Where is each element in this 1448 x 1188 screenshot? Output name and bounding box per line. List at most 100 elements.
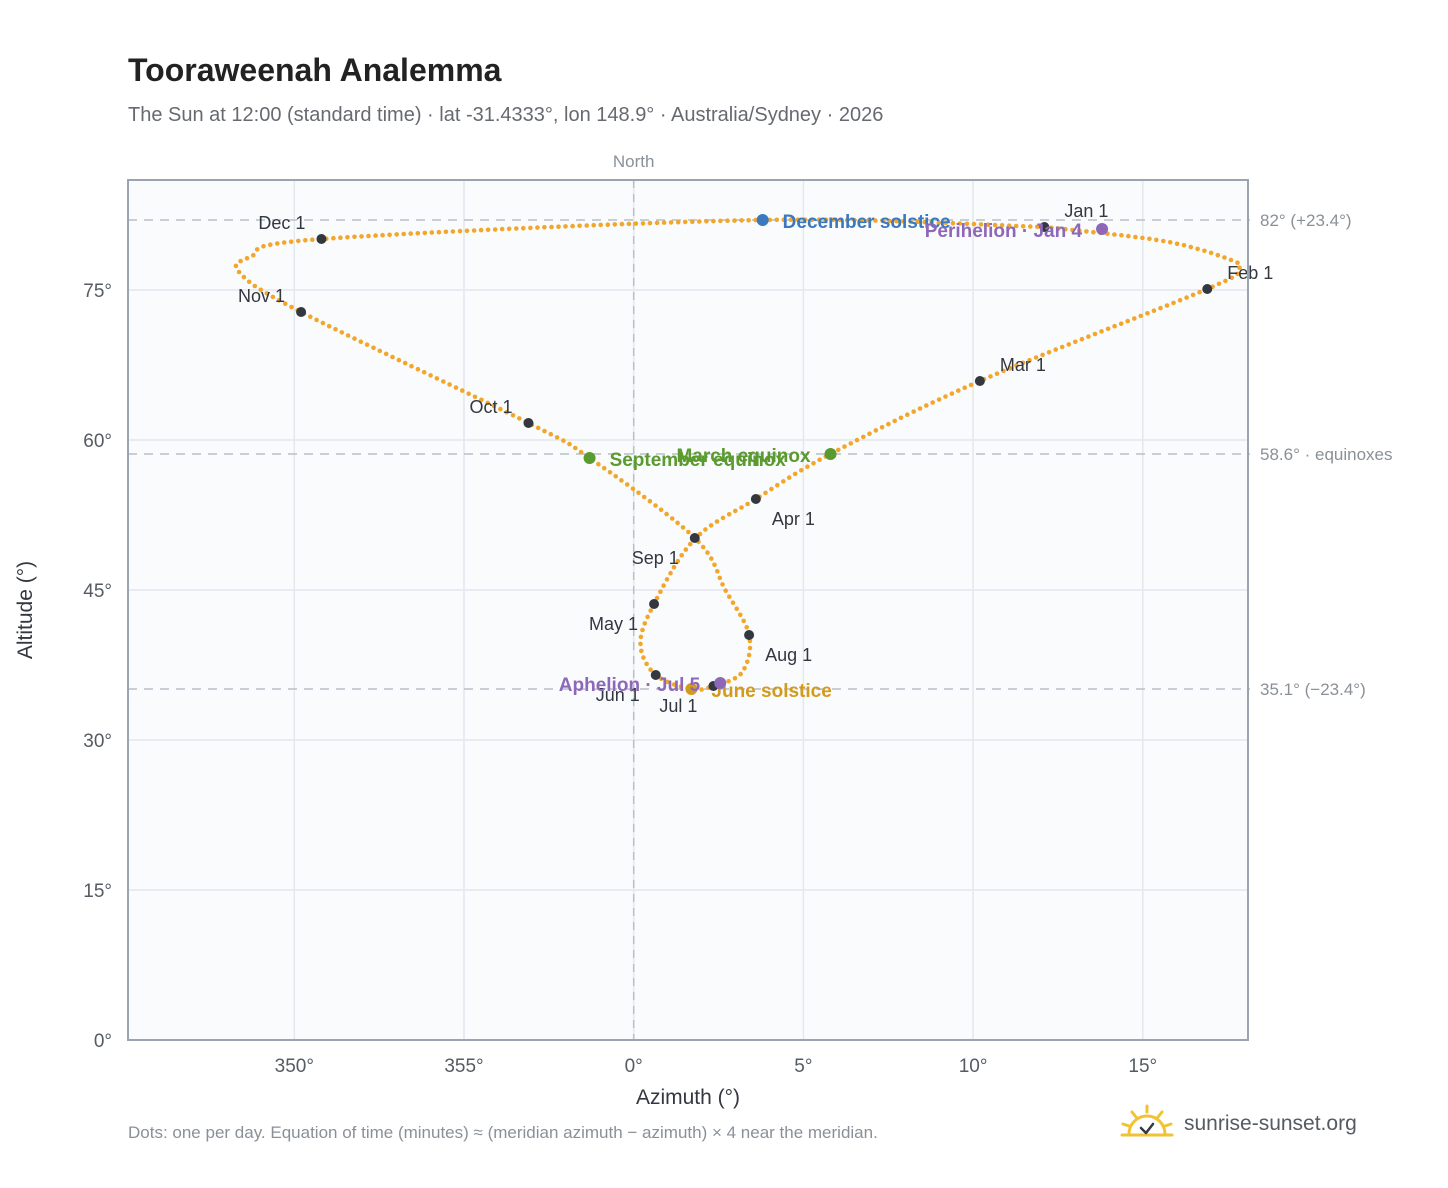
analemma-daily-dot (1208, 250, 1214, 256)
analemma-daily-dot (415, 366, 421, 372)
analemma-daily-dot (401, 231, 407, 237)
month-marker (1039, 222, 1050, 232)
analemma-daily-dot (715, 569, 720, 574)
analemma-daily-dot (664, 577, 670, 582)
analemma-daily-dot (601, 465, 607, 471)
x-tick-label: 350° (275, 1056, 314, 1077)
analemma-daily-dot (1099, 329, 1104, 334)
analemma-daily-dot (591, 222, 596, 228)
analemma-daily-dot (1197, 289, 1202, 295)
analemma-daily-dot (680, 525, 686, 530)
analemma-daily-dot (421, 370, 427, 375)
analemma-daily-dot (1190, 292, 1196, 298)
analemma-daily-dot (848, 441, 854, 446)
analemma-daily-dot (690, 219, 695, 224)
analemma-daily-dot (703, 527, 708, 532)
reference-line-label: 82° (+23.4°) (1260, 211, 1352, 230)
analemma-daily-dot (639, 648, 644, 654)
analemma-daily-dot (504, 409, 510, 415)
analemma-daily-dot (394, 232, 400, 237)
y-tick-label: 30° (83, 731, 112, 752)
analemma-daily-dot (596, 461, 601, 467)
analemma-daily-dot (788, 217, 794, 222)
analemma-daily-dot (1145, 311, 1150, 316)
analemma-daily-dot (700, 544, 706, 550)
analemma-daily-dot (303, 238, 308, 243)
analemma-daily-dot (1138, 313, 1144, 319)
sun-logo-icon (1120, 1104, 1174, 1137)
analemma-daily-dot (726, 678, 731, 684)
analemma-daily-dot (1177, 297, 1183, 303)
analemma-daily-dot (472, 394, 478, 400)
analemma-daily-dot (584, 223, 589, 228)
analemma-daily-dot (1235, 271, 1240, 277)
analemma-daily-dot (682, 219, 688, 225)
analemma-daily-dot (726, 512, 732, 517)
analemma-daily-dot (774, 217, 780, 223)
analemma-daily-dot (1046, 350, 1052, 355)
analemma-daily-dot (816, 217, 822, 222)
analemma-daily-dot (866, 218, 871, 223)
analemma-daily-dot (464, 228, 470, 234)
analemma-daily-dot (988, 374, 993, 379)
analemma-daily-dot (1188, 244, 1194, 250)
analemma-daily-dot (894, 218, 899, 224)
analemma-daily-dot (898, 415, 904, 421)
month-marker-label: Jan 1 (1064, 201, 1108, 221)
analemma-daily-dot (548, 431, 554, 437)
analemma-daily-dot (408, 231, 414, 236)
y-tick-label: 45° (83, 581, 112, 602)
analemma-daily-dot (741, 618, 746, 624)
month-marker-label: Jul 1 (659, 696, 697, 716)
analemma-daily-dot (289, 304, 294, 310)
analemma-daily-dot (246, 279, 252, 285)
analemma-daily-dot (699, 687, 704, 692)
analemma-daily-dot (802, 217, 808, 222)
analemma-daily-dot (709, 556, 714, 561)
analemma-daily-dot (1035, 224, 1040, 230)
analemma-daily-dot (1084, 229, 1089, 234)
analemma-daily-dot (1056, 226, 1061, 231)
analemma-daily-dot (236, 269, 242, 275)
analemma-daily-dot (1112, 232, 1117, 237)
analemma-daily-dot (644, 661, 649, 667)
analemma-daily-dot (671, 682, 677, 687)
analemma-daily-dot (781, 479, 786, 484)
analemma-daily-dot (479, 397, 484, 403)
analemma-daily-dot (733, 508, 738, 514)
analemma-daily-dot (1070, 227, 1075, 233)
analemma-daily-dot (811, 461, 816, 466)
brand-name: sunrise-sunset.org (1184, 1112, 1357, 1135)
analemma-daily-dot (922, 219, 927, 225)
analemma-daily-dot (339, 330, 345, 335)
analemma-daily-dot (270, 294, 276, 300)
analemma-daily-dot (669, 516, 675, 521)
analemma-daily-dot (739, 218, 744, 223)
analemma-daily-dot (879, 425, 885, 430)
analemma-daily-dot (244, 255, 250, 261)
analemma-daily-dot (268, 242, 273, 247)
analemma-daily-dot (842, 444, 847, 449)
analemma-daily-dot (994, 371, 1000, 377)
analemma-daily-dot (1171, 300, 1176, 306)
month-marker (649, 599, 660, 609)
analemma-daily-dot (1033, 355, 1039, 360)
analemma-daily-dot (917, 406, 923, 411)
analemma-daily-dot (1066, 342, 1072, 347)
analemma-daily-dot (521, 225, 526, 231)
analemma-daily-dot (809, 217, 815, 222)
analemma-daily-dot (968, 382, 974, 388)
brand-logo[interactable]: sunrise-sunset.org (1120, 1100, 1357, 1148)
analemma-daily-dot (498, 406, 503, 412)
x-tick-label: 15° (1128, 1056, 1157, 1077)
analemma-daily-dot (861, 434, 866, 440)
analemma-daily-dot (1020, 224, 1026, 229)
event-label: Perihelion · Jan 4 (925, 221, 1083, 242)
analemma-daily-dot (1053, 347, 1058, 352)
analemma-daily-dot (962, 385, 967, 391)
analemma-daily-dot (1161, 238, 1166, 244)
analemma-daily-dot (727, 594, 732, 599)
analemma-daily-dot (517, 416, 522, 421)
event-label: Aphelion · Jul 5 (559, 675, 701, 696)
month-marker-label: Dec 1 (258, 213, 305, 233)
